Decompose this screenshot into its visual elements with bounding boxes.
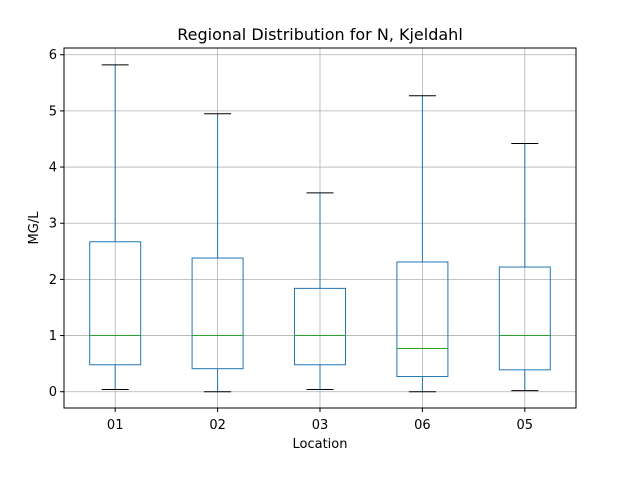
y-axis-ticks: 0 1 2 3 4 5 6	[49, 48, 64, 400]
box-02	[191, 113, 244, 393]
y-tick-label: 3	[49, 217, 57, 232]
x-tick-label: 01	[107, 418, 124, 433]
x-tick-label: 03	[312, 418, 329, 433]
box-03	[294, 192, 346, 390]
y-tick-label: 6	[49, 48, 57, 63]
iqr-box	[396, 261, 449, 378]
chart-title: Regional Distribution for N, Kjeldahl	[177, 25, 463, 44]
y-tick-label: 0	[49, 385, 57, 400]
x-tick-label: 02	[209, 418, 226, 433]
y-axis-label: MG/L	[27, 211, 42, 245]
y-tick-label: 1	[49, 329, 57, 344]
y-tick-label: 4	[49, 161, 57, 176]
iqr-box	[191, 257, 244, 370]
x-axis-ticks: 01 02 03 06 05	[107, 408, 533, 433]
boxes-group	[89, 64, 551, 393]
box-01	[89, 64, 142, 390]
y-tick-label: 2	[49, 273, 57, 288]
box-06	[396, 95, 449, 393]
iqr-box	[294, 287, 346, 366]
x-tick-label: 06	[414, 418, 431, 433]
x-axis-label: Location	[293, 437, 348, 452]
iqr-box	[498, 266, 551, 371]
iqr-box	[89, 241, 142, 366]
y-tick-label: 5	[49, 104, 57, 119]
box-05	[498, 142, 551, 392]
x-tick-label: 05	[517, 418, 534, 433]
